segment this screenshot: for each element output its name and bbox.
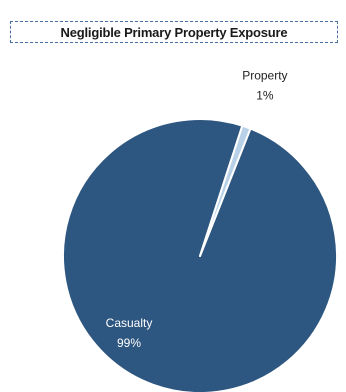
slice-value-casualty: 99%: [117, 336, 141, 350]
slice-value-property: 1%: [256, 89, 274, 103]
chart-title-box: Negligible Primary Property Exposure: [10, 21, 338, 43]
pie-labels: Casualty 99% Property 1%: [106, 69, 288, 350]
pie-slices: [62, 118, 338, 392]
slice-label-casualty: Casualty: [106, 316, 153, 330]
pie-slice-property: [199, 124, 252, 257]
slice-label-property: Property: [242, 69, 287, 83]
chart-title: Negligible Primary Property Exposure: [60, 24, 288, 40]
